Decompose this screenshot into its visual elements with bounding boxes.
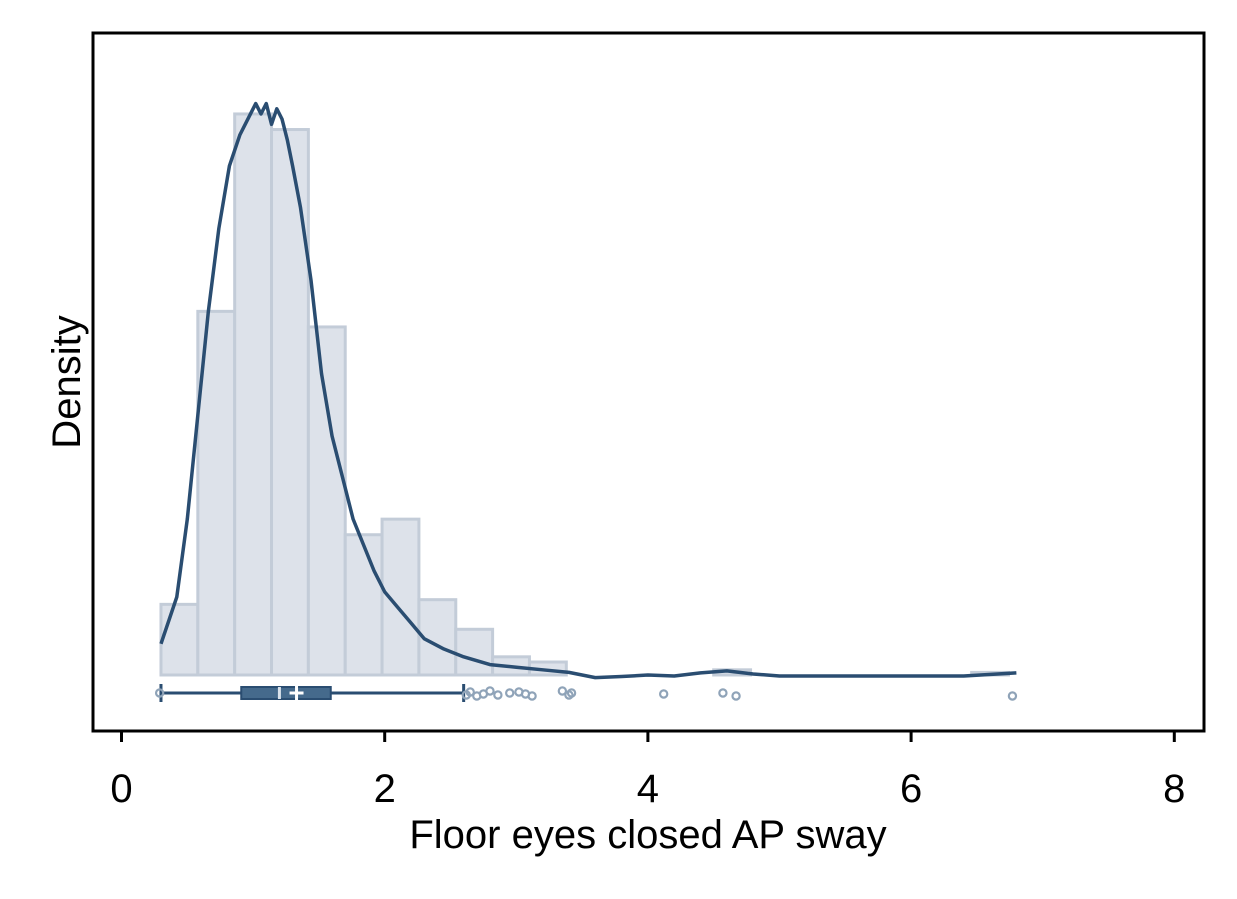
histogram-bar	[233, 112, 274, 677]
histogram-bar	[159, 602, 200, 677]
boxplot	[159, 684, 466, 702]
data-point	[658, 689, 669, 699]
density-curve	[159, 101, 1017, 680]
boxplot-box	[240, 686, 332, 700]
data-point	[731, 691, 741, 701]
x-tick-label: 2	[374, 767, 396, 811]
data-point	[485, 686, 495, 696]
data-point	[493, 690, 503, 700]
density-curve-group	[159, 101, 1017, 680]
data-point	[527, 691, 537, 701]
histogram-bar	[343, 533, 384, 677]
histogram-bar	[270, 128, 310, 677]
x-tick-label: 8	[1163, 767, 1185, 811]
data-points	[154, 686, 1018, 701]
histogram-bar	[454, 627, 495, 677]
data-point	[465, 687, 475, 697]
data-point	[154, 688, 165, 698]
x-axis-ticks: 0 2 4 6 8	[110, 731, 1185, 811]
data-point	[557, 686, 568, 696]
histogram-bar	[306, 325, 347, 677]
histogram-bars	[159, 112, 1010, 677]
x-tick-label: 0	[110, 767, 132, 811]
data-point	[566, 688, 577, 698]
y-axis-title: Density	[45, 315, 89, 448]
data-point	[718, 688, 728, 698]
x-tick-label: 4	[637, 767, 659, 811]
x-tick-label: 6	[900, 767, 922, 811]
x-axis-title: Floor eyes closed AP sway	[409, 813, 886, 857]
data-point	[1007, 691, 1018, 701]
data-point	[505, 688, 515, 698]
